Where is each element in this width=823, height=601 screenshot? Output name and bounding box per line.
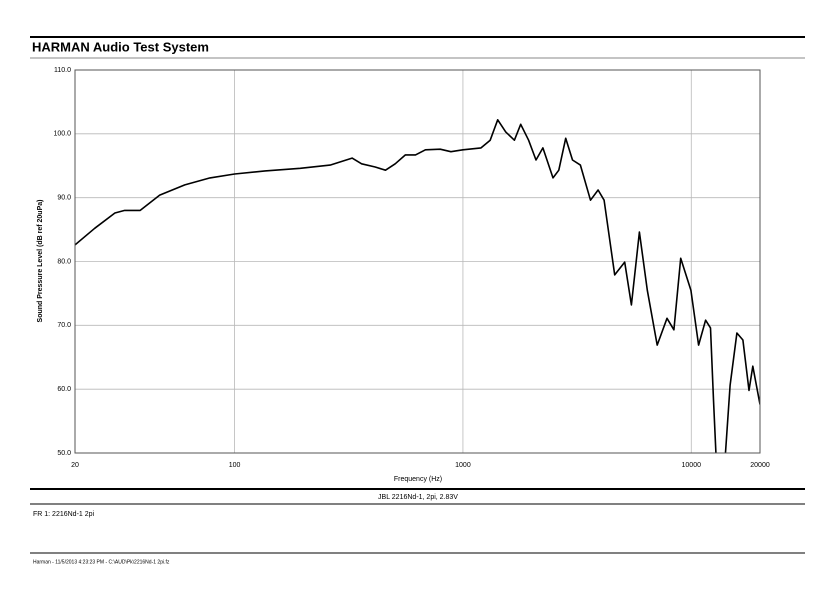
y-tick-label: 80.0 (57, 258, 71, 265)
x-axis-label: Frequency (Hz) (394, 476, 442, 483)
x-tick-label: 20 (71, 462, 79, 469)
legend-entry: FR 1: 2216Nd-1 2pi (33, 511, 95, 518)
x-tick-label: 100 (229, 462, 241, 469)
plot-frame (74, 69, 761, 454)
y-tick-label: 100.0 (53, 131, 71, 138)
x-tick-label: 1000 (455, 462, 471, 469)
y-tick-label: 110.0 (54, 67, 71, 74)
x-tick-label: 20000 (750, 462, 770, 469)
x-tick-label: 10000 (682, 462, 702, 469)
chart-subtitle: JBL 2216Nd-1, 2pi, 2.83V (378, 494, 458, 501)
y-tick-label: 60.0 (57, 386, 71, 393)
y-tick-label: 50.0 (57, 450, 71, 457)
plot (74, 69, 761, 454)
y-tick-label: 70.0 (57, 322, 71, 329)
y-tick-label: 90.0 (57, 195, 71, 202)
y-axis-label: Sound Pressure Level (dB ref 20uPa) (37, 200, 44, 323)
response-curve (75, 119, 760, 453)
status-bar: Harman - 11/5/2013 4:23:23 PM - C:\AUD\P… (33, 559, 170, 565)
window-title: HARMAN Audio Test System (32, 39, 209, 54)
